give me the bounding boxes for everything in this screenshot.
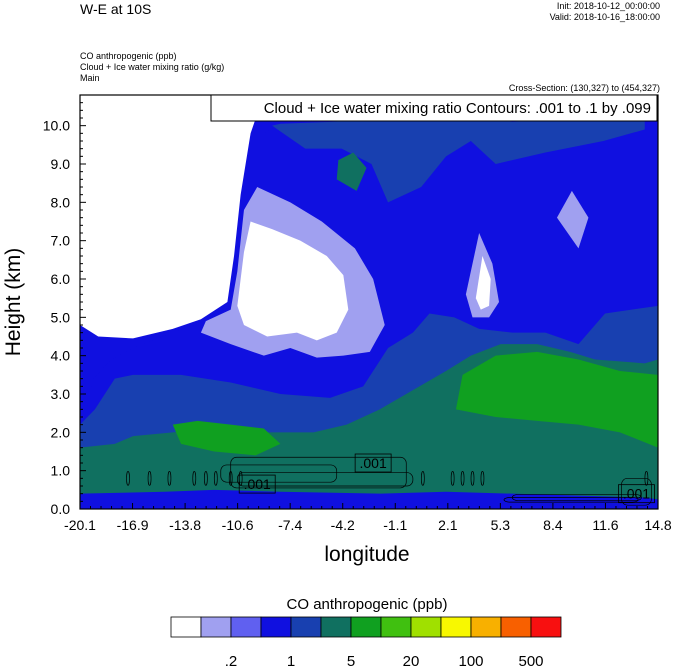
y-tick-label: 7.0 (51, 233, 71, 249)
cloud-contour-cell (167, 470, 172, 486)
colorbar-label: 1 (287, 653, 295, 667)
colorbar-swatch (440, 616, 472, 638)
field-label-co: CO anthropogenic (ppb) (80, 51, 177, 61)
contour-label: .001 (623, 486, 650, 502)
cloud-contour (230, 456, 407, 489)
cloud-contour-cell (450, 470, 455, 486)
contour-info-text: Cloud + Ice water mixing ratio Contours:… (264, 100, 651, 117)
colorbar-label: 500 (518, 653, 543, 667)
cloud-contour (220, 464, 338, 483)
x-tick-label: 8.4 (543, 517, 563, 533)
cloud-contour-cell (460, 470, 465, 486)
x-tick-label: -1.1 (383, 517, 407, 533)
x-axis-label: longitude (324, 543, 409, 566)
co-region (80, 489, 658, 509)
contour-label-box (618, 484, 655, 504)
colorbar-swatch (530, 616, 562, 638)
co-region (475, 256, 491, 310)
cloud-contour-cell (420, 470, 425, 486)
colorbar-swatch (320, 616, 352, 638)
cross-section-label: Cross-Section: (130,327) to (454,327) (508, 83, 660, 93)
x-tick-label: -13.8 (169, 517, 201, 533)
x-tick-label: 14.8 (644, 517, 671, 533)
init-time: Init: 2018-10-12_00:00:00 (556, 1, 660, 11)
y-tick-label: 1.0 (51, 463, 71, 479)
y-tick-label: 8.0 (51, 194, 71, 210)
x-tick-label: -16.9 (117, 517, 149, 533)
cloud-contour (621, 477, 652, 506)
cloud-contour-cell (126, 470, 130, 486)
y-axis-label: Height (km) (2, 248, 25, 357)
cloud-contour-cell (480, 470, 485, 486)
y-tick-label: 2.0 (51, 424, 71, 440)
y-tick-label: 0.0 (51, 501, 71, 517)
y-tick-label: 6.0 (51, 271, 71, 287)
colorbar-label: 5 (347, 653, 355, 667)
x-tick-label: 2.1 (438, 517, 458, 533)
contour-label: .001 (360, 455, 387, 471)
co-region (272, 114, 645, 203)
cloud-contour-cell (213, 470, 218, 486)
colorbar-swatch (410, 616, 442, 638)
plot-title: W-E at 10S (80, 1, 152, 17)
y-tick-label: 4.0 (51, 348, 71, 364)
cloud-contour-cell (228, 470, 233, 486)
co-region (556, 190, 589, 249)
cloud-contour (511, 494, 642, 501)
co-region (80, 95, 264, 339)
x-tick-label: -10.6 (222, 517, 254, 533)
x-tick-label: -4.2 (331, 517, 355, 533)
colorbar-label: .2 (225, 653, 238, 667)
colorbar-swatch (230, 616, 262, 638)
colorbar: .2 1 5 20 100 500 (170, 616, 562, 667)
y-tick-label: 9.0 (51, 156, 71, 172)
x-tick-label: -20.1 (64, 517, 96, 533)
field-label-cloud: Cloud + Ice water mixing ratio (g/kg) (80, 62, 225, 72)
colorbar-swatch (380, 616, 412, 638)
cloud-contour-cell (470, 470, 475, 486)
cloud-contour-lines (126, 456, 652, 506)
x-tick-label: -7.4 (278, 517, 302, 533)
y-tick-label: 5.0 (51, 309, 71, 325)
cloud-contour-cell (204, 470, 208, 486)
co-region (237, 221, 349, 341)
x-tick-label: 5.3 (491, 517, 511, 533)
colorbar-swatch (500, 616, 532, 638)
cloud-contour-cell (644, 470, 649, 486)
cloud-contour (236, 472, 414, 487)
contour-labels: .001 .001 .001 (238, 453, 655, 504)
colorbar-swatch (260, 616, 292, 638)
y-axis: 0.0 1.0 2.0 3.0 4.0 5.0 6.0 7.0 8.0 9.0 10.0 (43, 102, 86, 517)
co-region (455, 351, 658, 448)
cloud-contour-cell (192, 470, 197, 486)
co-region (336, 152, 367, 191)
cloud-contour (503, 497, 639, 503)
y-tick-label: 10.0 (43, 118, 70, 134)
field-label-main: Main (80, 73, 100, 83)
contour-label: .001 (244, 476, 271, 492)
co-region (172, 420, 281, 456)
x-axis: -20.1 -16.9 -13.8 -10.6 -7.4 -4.2 -1.1 2.1 5.3 8.… (64, 503, 672, 533)
colorbar-title: CO anthropogenic (ppb) (287, 596, 448, 613)
colorbar-label: 100 (458, 653, 483, 667)
colorbar-swatch (170, 616, 202, 638)
colorbar-swatch (290, 616, 322, 638)
valid-time: Valid: 2018-10-16_18:00:00 (549, 12, 660, 22)
colorbar-swatch (200, 616, 232, 638)
y-tick-label: 3.0 (51, 386, 71, 402)
contour-label-box (238, 474, 276, 494)
colorbar-swatch (350, 616, 382, 638)
x-tick-label: 11.6 (592, 517, 618, 533)
co-filled-contours (80, 95, 658, 509)
contour-info-box (210, 94, 658, 122)
contour-label-box (354, 453, 392, 473)
colorbar-swatch (470, 616, 502, 638)
colorbar-label: 20 (403, 653, 420, 667)
cloud-contour-cell (147, 470, 152, 486)
